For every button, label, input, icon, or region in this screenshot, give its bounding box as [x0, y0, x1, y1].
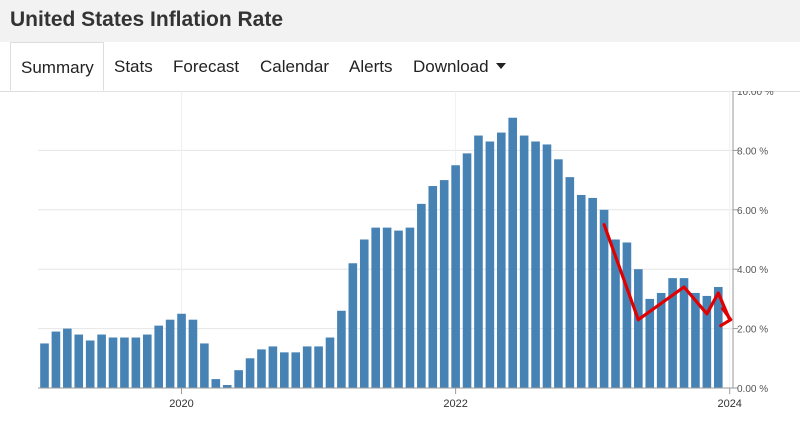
trend-arrow-head — [719, 307, 733, 328]
tab-calendar[interactable]: Calendar — [260, 57, 329, 76]
bar — [108, 337, 118, 388]
y-tick-label: 4.00 % — [737, 265, 768, 276]
bar — [142, 334, 152, 388]
inflation-bar-chart: 0.00 % 2.00 % 4.00 % 6.00 % 8.00 % 10.00 % 20… — [38, 91, 774, 410]
tab-summary[interactable]: Summary — [10, 42, 104, 91]
y-tick-label: 0.00 % — [737, 384, 768, 395]
y-axis: 0.00 % 2.00 % 4.00 % 6.00 % 8.00 % 10.00 % — [732, 91, 774, 395]
bar — [565, 177, 575, 388]
bar — [656, 292, 666, 388]
bar — [337, 310, 346, 388]
bar — [154, 325, 163, 388]
bar — [428, 186, 438, 388]
bar — [268, 346, 278, 388]
tab-bar: Summary Stats Forecast Calendar Alerts D… — [0, 42, 800, 92]
bar — [713, 287, 723, 388]
bar — [474, 135, 483, 388]
tab-download[interactable]: Download — [413, 42, 506, 91]
chevron-down-icon — [495, 62, 506, 69]
bar — [485, 141, 495, 388]
bar — [359, 239, 369, 388]
bar — [508, 117, 518, 389]
trend-annotation — [602, 223, 733, 328]
y-tick-label: 6.00 % — [737, 206, 768, 217]
bar — [611, 239, 620, 388]
bar — [177, 313, 186, 388]
y-tick-label: 2.00 % — [737, 325, 768, 336]
bar — [302, 346, 312, 388]
bar — [394, 230, 403, 388]
bar — [634, 269, 643, 388]
bar — [439, 180, 449, 388]
bar — [417, 203, 426, 388]
bar — [588, 197, 597, 388]
bar — [165, 319, 175, 388]
tab-download-label: Download — [413, 57, 489, 76]
bar — [51, 331, 61, 388]
bar — [211, 379, 221, 388]
bar — [542, 144, 552, 388]
bar — [382, 227, 392, 388]
bar — [371, 227, 380, 388]
bar — [599, 209, 609, 388]
bar — [314, 346, 323, 388]
bar — [97, 334, 106, 388]
bar — [40, 343, 49, 388]
bar — [257, 349, 266, 388]
x-tick-label: 2022 — [443, 398, 467, 410]
bar — [325, 337, 335, 388]
bar — [645, 298, 655, 388]
bar — [679, 278, 689, 388]
bar — [405, 227, 415, 388]
bar — [702, 295, 712, 388]
bar — [280, 352, 289, 388]
bar — [291, 352, 301, 388]
x-tick-label: 2020 — [169, 398, 193, 410]
bar — [519, 135, 529, 388]
y-tick-label: 10.00 % — [737, 91, 774, 98]
bar — [85, 340, 95, 388]
bar — [74, 334, 84, 388]
bar — [691, 292, 700, 388]
y-tick-label: 8.00 % — [737, 146, 768, 157]
bar — [222, 385, 232, 388]
bar — [348, 263, 358, 388]
bar — [63, 328, 72, 388]
tab-forecast[interactable]: Forecast — [173, 57, 240, 76]
bar — [131, 337, 141, 388]
bar-series — [40, 117, 723, 389]
bar — [531, 141, 540, 388]
title-bar: United States Inflation Rate — [0, 0, 800, 42]
bar — [462, 153, 472, 388]
bar — [497, 132, 506, 388]
x-tick-label: 2024 — [717, 398, 741, 410]
x-axis: 2020 2022 2024 — [38, 387, 742, 410]
bar — [234, 370, 243, 388]
bar — [200, 343, 209, 388]
bar — [554, 159, 563, 388]
bar — [451, 165, 460, 388]
bar — [120, 337, 129, 388]
bar — [622, 242, 632, 388]
bar — [188, 319, 198, 388]
trend-arrow-line — [602, 223, 732, 322]
page-title: United States Inflation Rate — [10, 8, 284, 31]
tab-stats[interactable]: Stats — [114, 57, 153, 76]
bar — [668, 278, 677, 388]
tab-alerts[interactable]: Alerts — [349, 57, 393, 76]
bar — [576, 194, 586, 388]
bar — [245, 358, 255, 388]
